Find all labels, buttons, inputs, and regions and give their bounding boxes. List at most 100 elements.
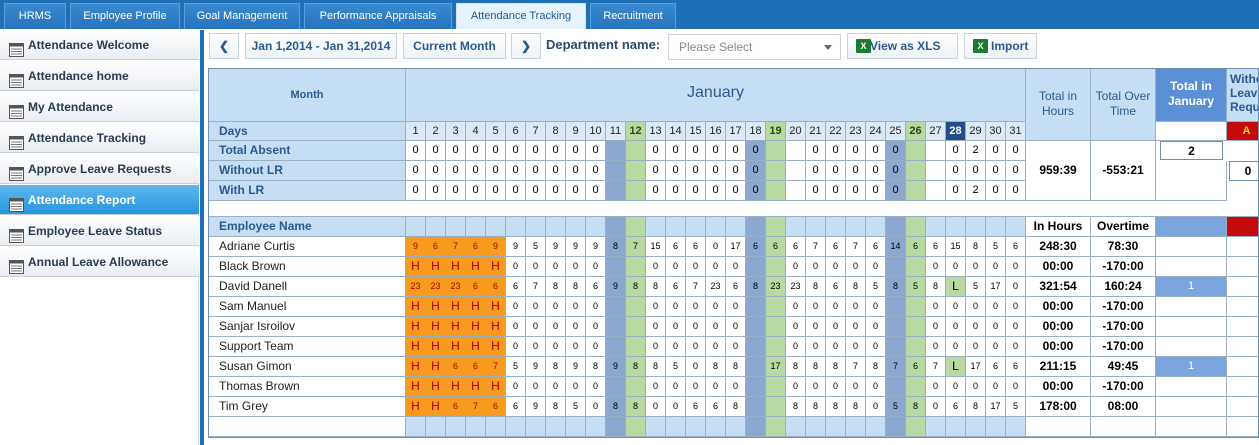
employee-day-cell [626,377,646,397]
summary-day-cell: 0 [526,181,546,201]
summary-day-cell: 0 [806,161,826,181]
employee-day-header-25 [886,217,906,237]
summary-day-cell: 0 [826,161,846,181]
summary-total-overtime: -553:21 [1091,141,1156,201]
employee-day-cell: 8 [726,397,746,417]
day-header-29: 29 [966,122,986,141]
department-select[interactable]: Please Select [668,34,841,60]
employee-day-header-11 [606,217,626,237]
sidebar-item-my-attendance[interactable]: My Attendance [0,92,199,122]
current-month-button[interactable]: Current Month [403,33,506,59]
sidebar-item-attendance-welcome[interactable]: Attendance Welcome [0,30,199,60]
day-header-15: 15 [686,122,706,141]
summary-day-cell: 0 [426,141,446,161]
blank-row-day [506,417,526,437]
employee-overtime: -170:00 [1091,377,1156,397]
summary-day-cell: 0 [646,181,666,201]
sidebar-divider[interactable] [200,30,204,445]
prev-month-button[interactable]: ❮ [209,33,239,59]
summary-day-cell: 0 [706,181,726,201]
employee-day-cell: 0 [866,317,886,337]
employee-day-cell: 8 [546,277,566,297]
employee-day-cell: 0 [946,317,966,337]
summary-day-cell: 0 [406,141,426,161]
employee-day-cell: 0 [826,297,846,317]
view-xls-button[interactable]: X View as XLS [847,33,958,59]
tab-attendance-tracking[interactable]: Attendance Tracking [456,3,586,29]
summary-day-cell: 0 [1006,181,1026,201]
employee-name[interactable]: Tim Grey [209,397,406,417]
table-icon [9,38,24,57]
day-header-25: 25 [886,122,906,141]
employee-day-cell: H [426,317,446,337]
employee-day-cell: 8 [806,277,826,297]
employee-day-cell: H [486,317,506,337]
employee-day-cell: 8 [826,357,846,377]
sidebar-item-employee-leave-status[interactable]: Employee Leave Status [0,216,199,246]
sidebar-item-attendance-report[interactable]: Attendance Report [0,185,199,215]
employee-name[interactable]: Sanjar Isroilov [209,317,406,337]
employee-day-cell: 8 [546,397,566,417]
blank-row-day [706,417,726,437]
tab-employee-profile[interactable]: Employee Profile [70,3,180,29]
sidebar-item-attendance-home[interactable]: Attendance home [0,61,199,91]
employee-day-cell [626,297,646,317]
employee-absence-header [1227,217,1258,237]
employee-day-cell: H [426,337,446,357]
employee-day-cell: 6 [926,237,946,257]
employee-day-cell: 23 [406,277,426,297]
summary-total-in-month: 2 [1160,141,1223,160]
employee-day-cell: H [466,337,486,357]
day-header-16: 16 [706,122,726,141]
employee-overtime: 08:00 [1091,397,1156,417]
employee-day-cell: 8 [566,277,586,297]
employee-name[interactable]: David Danell [209,277,406,297]
blank-row-day [606,417,626,437]
sidebar-item-attendance-tracking[interactable]: Attendance Tracking [0,123,199,153]
employee-day-cell: 0 [946,297,966,317]
day-header-3: 3 [446,122,466,141]
summary-day-cell: 0 [666,161,686,181]
employee-name[interactable]: Adriane Curtis [209,237,406,257]
sidebar-item-annual-leave-allowance[interactable]: Annual Leave Allowance [0,247,199,277]
employee-day-cell: 0 [666,397,686,417]
employee-day-cell: H [406,297,426,317]
employee-day-cell: 7 [626,237,646,257]
employee-day-cell [746,257,766,277]
summary-day-cell: 0 [886,161,906,181]
employee-name[interactable]: Support Team [209,337,406,357]
employee-day-cell: 0 [786,297,806,317]
summary-day-cell: 0 [546,161,566,181]
employee-name[interactable]: Black Brown [209,257,406,277]
employee-day-cell: 0 [566,257,586,277]
employee-day-cell: 0 [806,317,826,337]
day-header-14: 14 [666,122,686,141]
import-button[interactable]: X Import [964,33,1037,59]
date-range-display[interactable]: Jan 1,2014 - Jan 31,2014 [245,33,397,59]
employee-name[interactable]: Susan Gimon [209,357,406,377]
tab-recruitment[interactable]: Recruitment [590,3,676,29]
summary-day-cell [906,161,926,181]
employee-name[interactable]: Sam Manuel [209,297,406,317]
employee-day-cell [626,257,646,277]
employee-name[interactable]: Thomas Brown [209,377,406,397]
employee-day-cell: 0 [666,377,686,397]
tab-goal-management[interactable]: Goal Management [184,3,300,29]
employee-day-cell: 9 [526,357,546,377]
sidebar-item-approve-leave-requests[interactable]: Approve Leave Requests [0,154,199,184]
summary-day-cell: 0 [446,161,466,181]
summary-day-cell: 0 [866,181,886,201]
tab-performance-appraisals[interactable]: Performance Appraisals [304,3,452,29]
next-month-button[interactable]: ❯ [511,33,541,59]
top-tab-bar: HRMS Employee Profile Goal Management Pe… [0,0,1259,29]
summary-day-cell: 0 [486,161,506,181]
day-header-5: 5 [486,122,506,141]
employee-day-cell: 8 [906,397,926,417]
blank-row-day [926,417,946,437]
employee-day-cell: 6 [486,277,506,297]
blank-row-day [406,417,426,437]
employee-day-cell: 0 [1006,317,1026,337]
tab-hrms[interactable]: HRMS [4,3,66,29]
employee-day-cell [906,257,926,277]
employee-day-header-17 [726,217,746,237]
